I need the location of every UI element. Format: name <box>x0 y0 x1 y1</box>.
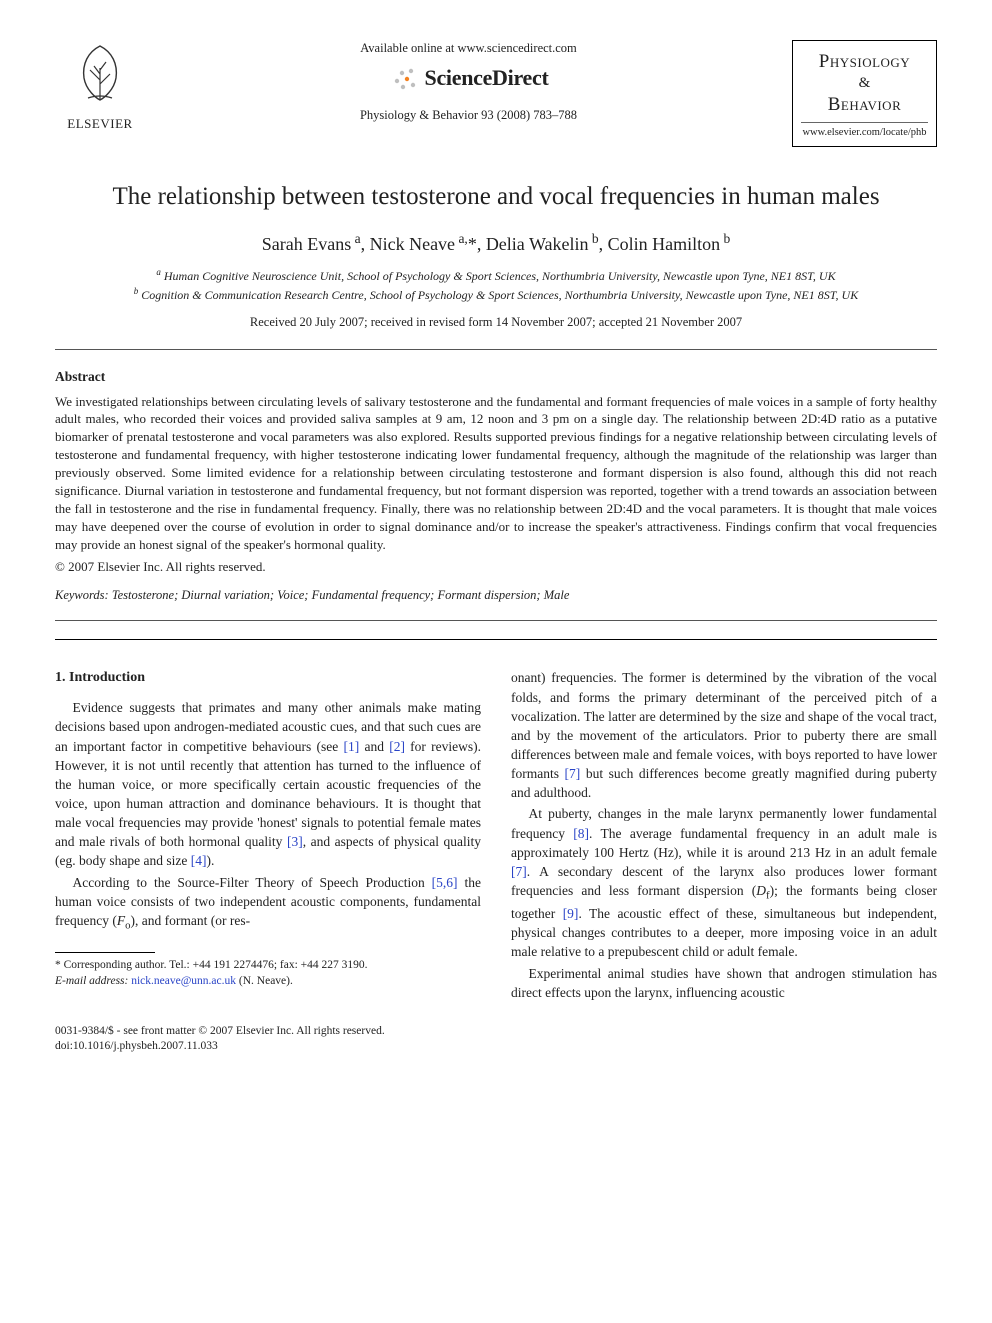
author-3-affil: b <box>589 231 599 246</box>
issn-line: 0031-9384/$ - see front matter © 2007 El… <box>55 1024 937 1040</box>
intro-para-4: Experimental animal studies have shown t… <box>511 964 937 1002</box>
rule-above-abstract <box>55 349 937 350</box>
page-footer-meta: 0031-9384/$ - see front matter © 2007 El… <box>55 1024 937 1055</box>
ref-1[interactable]: [1] <box>344 739 360 754</box>
section-1-heading: 1. Introduction <box>55 668 481 688</box>
intro-para-1: Evidence suggests that primates and many… <box>55 698 481 870</box>
intro-para-2-cont: onant) frequencies. The former is determ… <box>511 668 937 802</box>
elsevier-label: ELSEVIER <box>55 115 145 133</box>
sciencedirect-swirl-icon <box>389 63 419 93</box>
keywords-label: Keywords: <box>55 588 109 602</box>
email-suffix: (N. Neave). <box>236 975 293 987</box>
affil-a: a Human Cognitive Neuroscience Unit, Sch… <box>55 266 937 285</box>
email-label: E-mail address: <box>55 975 128 987</box>
corresponding-footnote: * Corresponding author. Tel.: +44 191 22… <box>55 957 481 989</box>
ref-8[interactable]: [8] <box>573 826 589 841</box>
author-1: Sarah Evans <box>262 234 351 254</box>
intro-para-2: According to the Source-Filter Theory of… <box>55 873 481 934</box>
corresponding-tel-fax: * Corresponding author. Tel.: +44 191 22… <box>55 957 481 973</box>
journal-reference: Physiology & Behavior 93 (2008) 783–788 <box>165 107 772 124</box>
journal-cover-box: Physiology & Behavior www.elsevier.com/l… <box>792 40 937 147</box>
journal-title-amp: & <box>801 73 928 94</box>
affiliations: a Human Cognitive Neuroscience Unit, Sch… <box>55 266 937 304</box>
footnote-rule <box>55 952 155 953</box>
email-link[interactable]: nick.neave@unn.ac.uk <box>131 975 236 987</box>
corresponding-mark: * <box>468 234 477 254</box>
elsevier-tree-icon <box>68 40 132 104</box>
article-dates: Received 20 July 2007; received in revis… <box>55 314 937 331</box>
author-3: Delia Wakelin <box>486 234 589 254</box>
abstract-heading: Abstract <box>55 368 937 386</box>
article-title: The relationship between testosterone an… <box>55 181 937 212</box>
column-left: 1. Introduction Evidence suggests that p… <box>55 668 481 1004</box>
symbol-Fo-F: F <box>117 913 125 928</box>
page-header: ELSEVIER Available online at www.science… <box>55 40 937 147</box>
body-columns: 1. Introduction Evidence suggests that p… <box>55 668 937 1004</box>
keywords-values: Testosterone; Diurnal variation; Voice; … <box>112 588 570 602</box>
ref-5-6[interactable]: [5,6] <box>432 875 458 890</box>
symbol-Df-D: D <box>756 883 766 898</box>
journal-title-line1: Physiology <box>801 51 928 73</box>
author-1-affil: a <box>351 231 360 246</box>
ref-3[interactable]: [3] <box>287 834 303 849</box>
elsevier-logo: ELSEVIER <box>55 40 145 132</box>
rule-below-keywords-1 <box>55 620 937 621</box>
author-4-affil: b <box>720 231 730 246</box>
author-2: Nick Neave <box>370 234 455 254</box>
column-right: onant) frequencies. The former is determ… <box>511 668 937 1004</box>
author-4: Colin Hamilton <box>608 234 721 254</box>
rule-below-keywords-2 <box>55 639 937 640</box>
ref-7a[interactable]: [7] <box>565 766 581 781</box>
corresponding-email-line: E-mail address: nick.neave@unn.ac.uk (N.… <box>55 973 481 989</box>
header-center: Available online at www.sciencedirect.co… <box>145 40 792 124</box>
ref-4[interactable]: [4] <box>191 853 207 868</box>
available-online-text: Available online at www.sciencedirect.co… <box>165 40 772 57</box>
affil-b: b Cognition & Communication Research Cen… <box>55 285 937 304</box>
abstract-body: We investigated relationships between ci… <box>55 393 937 554</box>
ref-9[interactable]: [9] <box>563 906 579 921</box>
ref-2[interactable]: [2] <box>389 739 405 754</box>
author-2-affil: a, <box>455 231 468 246</box>
journal-url: www.elsevier.com/locate/phb <box>801 122 928 140</box>
abstract-copyright: © 2007 Elsevier Inc. All rights reserved… <box>55 558 937 576</box>
doi-line: doi:10.1016/j.physbeh.2007.11.033 <box>55 1039 937 1055</box>
authors-line: Sarah Evans a, Nick Neave a,*, Delia Wak… <box>55 230 937 256</box>
keywords-line: Keywords: Testosterone; Diurnal variatio… <box>55 587 937 604</box>
journal-title-line2: Behavior <box>801 94 928 116</box>
abstract-block: Abstract We investigated relationships b… <box>55 368 937 575</box>
ref-7b[interactable]: [7] <box>511 864 527 879</box>
intro-para-3: At puberty, changes in the male larynx p… <box>511 804 937 961</box>
sciencedirect-wordmark: ScienceDirect <box>425 63 549 93</box>
sciencedirect-logo: ScienceDirect <box>389 63 549 93</box>
